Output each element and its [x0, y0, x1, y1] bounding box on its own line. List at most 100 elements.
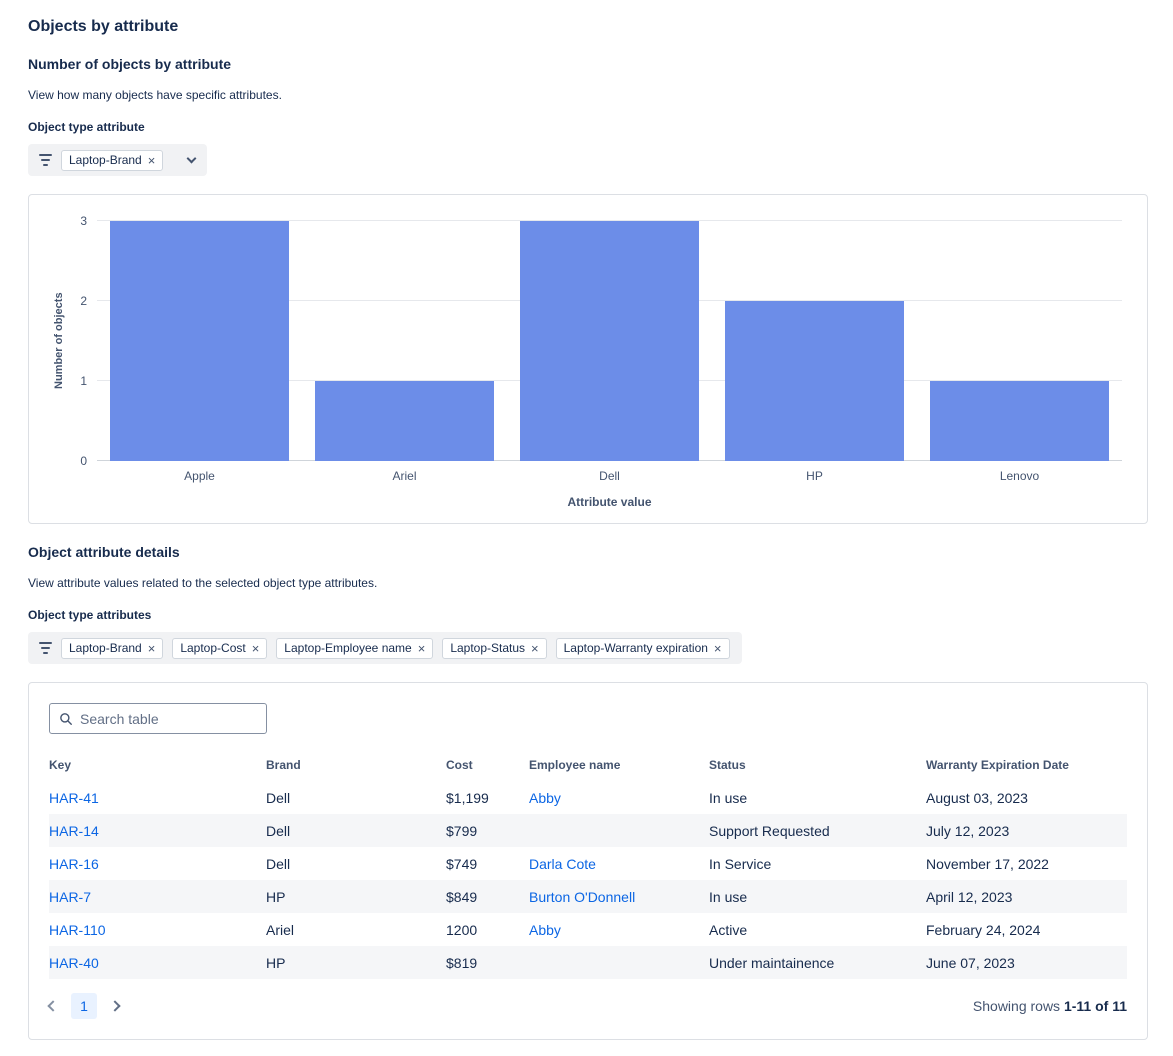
- cost-cell: $1,199: [446, 789, 489, 806]
- filter-tag-laptop-warranty-expiration: Laptop-Warranty expiration ×: [555, 637, 730, 659]
- warranty-cell: February 24, 2024: [926, 921, 1041, 938]
- object-type-attributes-filter[interactable]: Laptop-Brand × Laptop-Cost × Laptop-Empl…: [28, 632, 742, 664]
- warranty-cell: August 03, 2023: [926, 789, 1028, 806]
- y-tick-label: 1: [80, 374, 87, 389]
- remove-tag-icon[interactable]: ×: [531, 640, 539, 656]
- column-header-warranty-expiration-date: Warranty Expiration Date: [926, 758, 1069, 772]
- object-key-link[interactable]: HAR-14: [49, 822, 99, 839]
- cost-cell: $799: [446, 822, 478, 839]
- x-tick-label: Apple: [184, 469, 215, 483]
- chevron-down-icon[interactable]: [186, 153, 197, 163]
- filter-tag-laptop-cost: Laptop-Cost ×: [172, 637, 268, 659]
- remove-tag-icon[interactable]: ×: [147, 152, 156, 168]
- y-tick-label: 3: [80, 214, 87, 228]
- page-1-button[interactable]: 1: [71, 993, 97, 1019]
- employee-link[interactable]: Abby: [529, 789, 561, 806]
- chart-xticks: Apple Ariel Dell HP Lenovo: [97, 469, 1122, 483]
- filter-tag-laptop-status: Laptop-Status ×: [442, 637, 547, 659]
- status-cell: Active: [709, 921, 748, 938]
- employee-link[interactable]: Darla Cote: [529, 855, 596, 872]
- remove-tag-icon[interactable]: ×: [147, 640, 156, 656]
- column-header-status: Status: [709, 758, 746, 772]
- bar-slot: [917, 221, 1122, 461]
- x-axis-spacer: [49, 483, 97, 509]
- filter-tag-label: Laptop-Warranty expiration: [563, 641, 708, 655]
- filter-tag-label: Laptop-Brand: [69, 153, 142, 167]
- filter-icon: [38, 154, 52, 166]
- column-header-cost: Cost: [446, 758, 473, 772]
- object-key-link[interactable]: HAR-7: [49, 888, 92, 905]
- cost-cell: $849: [446, 888, 478, 905]
- employee-link[interactable]: Burton O'Donnell: [529, 888, 636, 905]
- x-tick-label: HP: [806, 469, 823, 483]
- prev-page-button[interactable]: [47, 1000, 59, 1012]
- bar-hp[interactable]: [725, 301, 904, 461]
- filter-tag-label: Laptop-Brand: [69, 641, 142, 655]
- y-tick-label: 2: [80, 294, 87, 309]
- table-row: HAR-14 Dell $799 Support Requested July …: [49, 814, 1127, 847]
- brand-cell: Dell: [266, 789, 291, 806]
- brand-cell: HP: [266, 888, 286, 905]
- warranty-cell: July 12, 2023: [926, 822, 1010, 839]
- bar-dell[interactable]: [520, 221, 699, 461]
- x-axis-title: Attribute value: [567, 495, 652, 509]
- employee-cell: [529, 946, 709, 979]
- pagination: 1: [47, 993, 121, 1019]
- attribute-details-table: Key Brand Cost Employee name Status Warr…: [49, 750, 1127, 979]
- bar-ariel[interactable]: [315, 381, 494, 461]
- status-cell: In use: [709, 888, 748, 905]
- employee-link[interactable]: Abby: [529, 921, 561, 938]
- object-key-link[interactable]: HAR-41: [49, 789, 99, 806]
- object-key-link[interactable]: HAR-40: [49, 954, 99, 971]
- chart-bars: [97, 221, 1122, 461]
- brand-cell: Dell: [266, 855, 291, 872]
- object-type-attributes-label: Object type attributes: [28, 608, 152, 622]
- brand-cell: HP: [266, 954, 286, 971]
- x-tick-label: Lenovo: [999, 469, 1040, 483]
- status-cell: In Service: [709, 855, 772, 872]
- next-page-button[interactable]: [109, 1000, 121, 1012]
- chart-section-heading: Number of objects by attribute: [28, 56, 232, 72]
- filter-tag-laptop-brand: Laptop-Brand ×: [61, 149, 164, 171]
- object-type-attribute-filter[interactable]: Laptop-Brand ×: [28, 144, 208, 176]
- brand-cell: Ariel: [266, 921, 295, 938]
- filter-tag-label: Laptop-Status: [450, 641, 526, 655]
- search-input[interactable]: [80, 710, 257, 727]
- object-key-link[interactable]: HAR-16: [49, 855, 99, 872]
- chart-yticks: 0 1 2 3: [69, 215, 97, 467]
- status-cell: Under maintainence: [709, 954, 835, 971]
- cost-cell: $819: [446, 954, 478, 971]
- showing-rows-prefix: Showing rows: [972, 998, 1061, 1014]
- filter-tag-laptop-brand: Laptop-Brand ×: [61, 637, 164, 659]
- bar-slot: [712, 221, 917, 461]
- status-cell: Support Requested: [709, 822, 830, 839]
- bar-apple[interactable]: [110, 221, 289, 461]
- bar-slot: [97, 221, 302, 461]
- showing-rows-range: 1-11 of 11: [1063, 998, 1127, 1014]
- details-section-description: View attribute values related to the sel…: [28, 576, 378, 590]
- table-row: HAR-16 Dell $749 Darla Cote In Service N…: [49, 847, 1127, 880]
- chart-section-description: View how many objects have specific attr…: [28, 88, 282, 102]
- remove-tag-icon[interactable]: ×: [713, 640, 722, 656]
- warranty-cell: November 17, 2022: [926, 855, 1049, 872]
- remove-tag-icon[interactable]: ×: [251, 640, 260, 656]
- object-type-attribute-label: Object type attribute: [28, 120, 145, 134]
- filter-tag-laptop-employee-name: Laptop-Employee name ×: [276, 637, 434, 659]
- bar-slot: [302, 221, 507, 461]
- cost-cell: 1200: [446, 921, 478, 938]
- chart-plot: [97, 220, 1122, 461]
- filter-icon: [38, 642, 52, 654]
- column-header-brand: Brand: [266, 758, 301, 772]
- chart-card: Number of objects 0 1 2 3 Apple Ariel Dell HP L…: [28, 194, 1148, 524]
- search-icon: [59, 712, 73, 726]
- page-title: Objects by attribute: [28, 18, 179, 35]
- bar-lenovo[interactable]: [930, 381, 1109, 461]
- table-search[interactable]: [49, 703, 267, 734]
- details-section-heading: Object attribute details: [28, 544, 180, 560]
- y-tick-label: 0: [80, 454, 87, 468]
- employee-cell: [529, 814, 709, 847]
- object-key-link[interactable]: HAR-110: [49, 921, 106, 938]
- x-tick-label: Ariel: [392, 469, 417, 483]
- remove-tag-icon[interactable]: ×: [417, 640, 426, 656]
- table-row: HAR-110 Ariel 1200 Abby Active February …: [49, 913, 1127, 946]
